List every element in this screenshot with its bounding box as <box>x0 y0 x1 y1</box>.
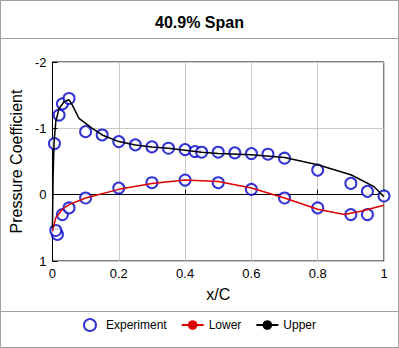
svg-text:Pressure Coefficient: Pressure Coefficient <box>8 89 25 233</box>
svg-text:0.6: 0.6 <box>242 266 260 281</box>
svg-text:0.4: 0.4 <box>176 266 194 281</box>
svg-text:1: 1 <box>39 254 46 269</box>
svg-text:Upper: Upper <box>283 318 316 332</box>
svg-text:Experiment: Experiment <box>106 318 167 332</box>
svg-text:Lower: Lower <box>209 318 242 332</box>
svg-text:0.2: 0.2 <box>110 266 128 281</box>
svg-text:0: 0 <box>39 187 46 202</box>
svg-text:-2: -2 <box>35 55 47 70</box>
svg-text:1: 1 <box>380 266 387 281</box>
svg-text:40.9% Span: 40.9% Span <box>155 14 244 31</box>
svg-text:0: 0 <box>49 266 56 281</box>
svg-text:x/C: x/C <box>206 286 230 303</box>
svg-text:-1: -1 <box>35 121 47 136</box>
svg-text:0.8: 0.8 <box>309 266 327 281</box>
